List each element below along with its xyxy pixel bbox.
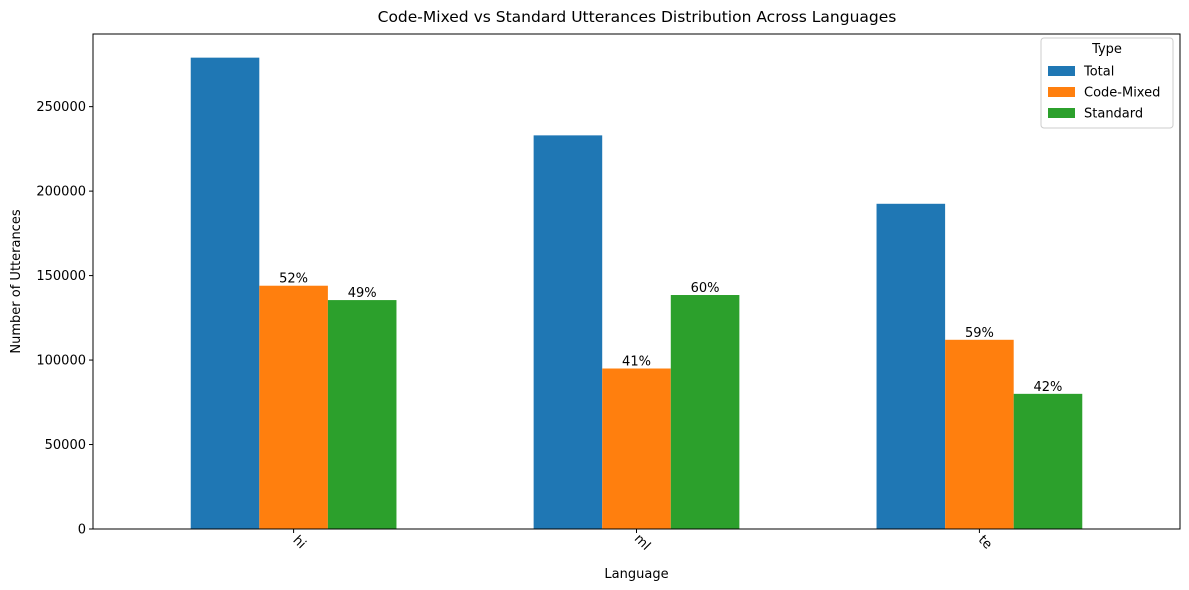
data-label-code-mixed-te: 59% xyxy=(965,326,994,341)
x-tick-label-ml: ml xyxy=(631,531,653,553)
chart-title: Code-Mixed vs Standard Utterances Distri… xyxy=(378,8,897,26)
bar-total-ml xyxy=(534,135,603,529)
legend-entry-code-mixed: Code-Mixed xyxy=(1084,86,1160,101)
legend-title: Type xyxy=(1091,42,1122,57)
bar-code-mixed-hi xyxy=(259,286,328,529)
bar-standard-hi xyxy=(328,300,397,529)
y-tick-label: 250000 xyxy=(36,100,86,115)
y-tick-label: 150000 xyxy=(36,269,86,284)
bar-total-te xyxy=(877,204,946,529)
bar-code-mixed-te xyxy=(945,340,1014,529)
y-tick-label: 0 xyxy=(78,523,86,538)
y-tick-label: 50000 xyxy=(45,438,86,453)
legend-swatch-total xyxy=(1048,66,1075,76)
bar-standard-te xyxy=(1014,394,1083,529)
data-label-standard-ml: 60% xyxy=(691,281,720,296)
y-tick-label: 100000 xyxy=(36,354,86,369)
data-label-code-mixed-ml: 41% xyxy=(622,355,651,370)
bars-layer xyxy=(191,58,1083,529)
data-label-code-mixed-hi: 52% xyxy=(279,272,308,287)
legend-entry-total: Total xyxy=(1083,65,1114,80)
data-label-standard-hi: 49% xyxy=(348,286,377,301)
legend: Type Total Code-Mixed Standard xyxy=(1041,38,1173,128)
y-axis: 0 50000 100000 150000 200000 250000 xyxy=(36,100,93,537)
legend-swatch-standard xyxy=(1048,108,1075,118)
bar-code-mixed-ml xyxy=(602,369,671,529)
y-tick-label: 200000 xyxy=(36,185,86,200)
y-axis-label: Number of Utterances xyxy=(9,209,24,353)
x-tick-label-hi: hi xyxy=(290,533,309,552)
bar-total-hi xyxy=(191,58,260,529)
legend-swatch-code-mixed xyxy=(1048,87,1075,97)
legend-entry-standard: Standard xyxy=(1084,107,1143,122)
x-tick-label-te: te xyxy=(975,533,995,553)
data-label-standard-te: 42% xyxy=(1034,380,1063,395)
bar-standard-ml xyxy=(671,295,740,529)
x-axis: hi ml te xyxy=(290,529,995,554)
x-axis-label: Language xyxy=(604,567,668,582)
